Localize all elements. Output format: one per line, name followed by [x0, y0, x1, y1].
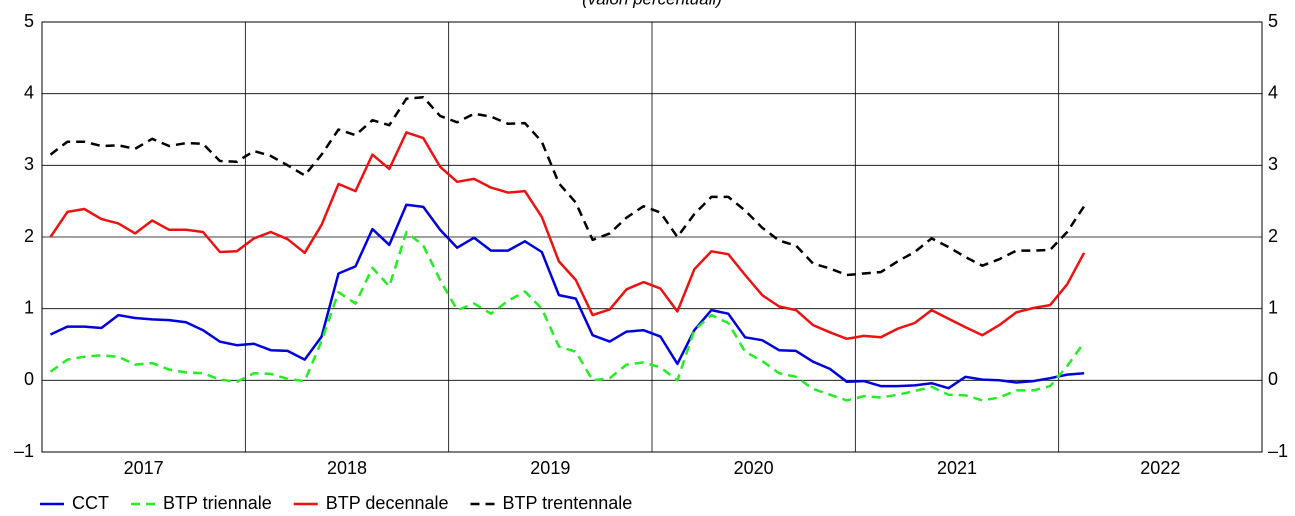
x-tick-label: 2018 — [327, 458, 367, 478]
y2-tick-label: 1 — [1268, 297, 1278, 317]
y2-tick-label: 4 — [1268, 82, 1278, 102]
plot-lines — [49, 95, 1086, 402]
y-tick-label: 3 — [24, 154, 34, 174]
series-line — [49, 230, 1086, 402]
legend-label: BTP trentennale — [503, 493, 633, 513]
plot-frame — [41, 21, 1263, 453]
y2-tick-label: 5 — [1268, 11, 1278, 31]
y-tick-label: 5 — [24, 11, 34, 31]
legend-label: BTP triennale — [163, 493, 272, 513]
x-tick-label: 2017 — [124, 458, 164, 478]
series-line — [49, 95, 1086, 277]
x-tick-label: 2021 — [937, 458, 977, 478]
x-tick-label: 2020 — [734, 458, 774, 478]
series-line — [49, 131, 1086, 341]
y2-tick-label: 0 — [1268, 369, 1278, 389]
y-tick-label: 4 — [24, 82, 34, 102]
y2-tick-label: 3 — [1268, 154, 1278, 174]
grid — [41, 21, 1262, 453]
y-tick-label: 2 — [24, 226, 34, 246]
legend-label: CCT — [72, 493, 109, 513]
x-tick-label: 2019 — [530, 458, 570, 478]
series-line — [49, 203, 1085, 390]
x-tick-label: 2022 — [1140, 458, 1180, 478]
legend-label: BTP decennale — [326, 493, 449, 513]
y2-tick-label: –1 — [1268, 441, 1288, 461]
y2-tick-label: 2 — [1268, 226, 1278, 246]
axis-labels: –1 –1 0 0 1 1 2 2 3 3 4 4 5 5 2017 2018 2019 2020 2021 2022 — [14, 11, 1288, 478]
chart-title: (valori percentuali) — [582, 0, 722, 8]
y-tick-label: 0 — [24, 369, 34, 389]
y-tick-label: 1 — [24, 297, 34, 317]
y-tick-label: –1 — [14, 441, 34, 461]
legend: CCT BTP triennale BTP decennale BTP trenten… — [40, 493, 632, 513]
